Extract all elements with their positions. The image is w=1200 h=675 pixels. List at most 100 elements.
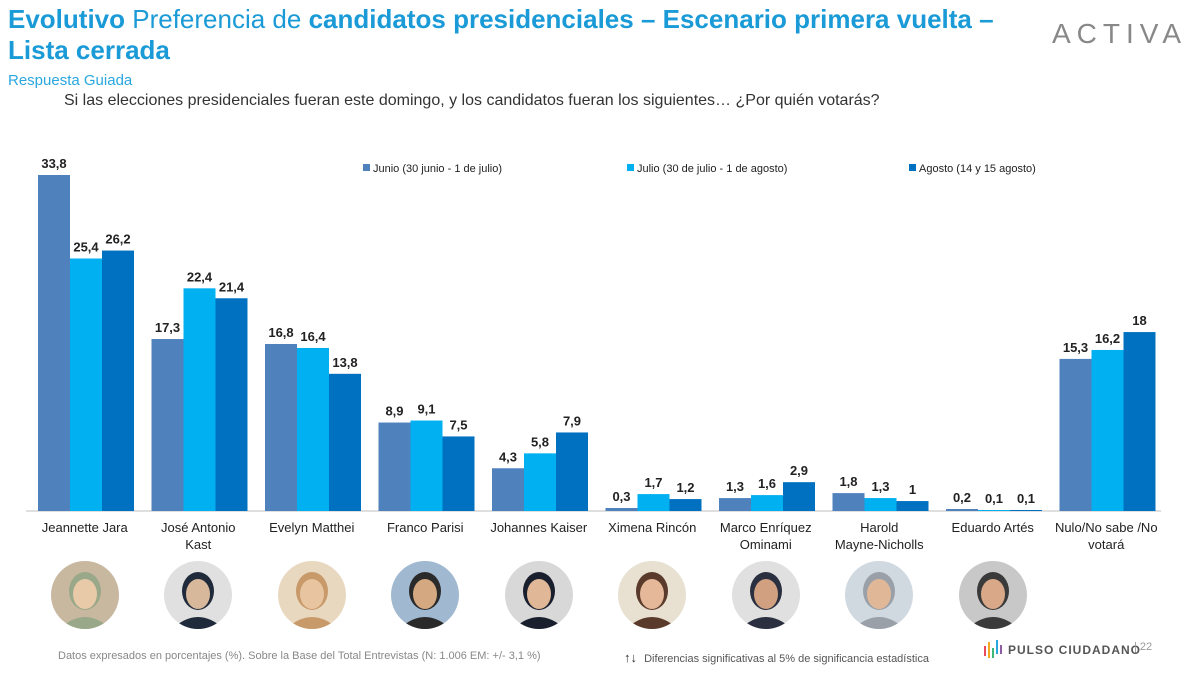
bar-4-series-3: [442, 436, 475, 511]
bar-9-series-1: [946, 509, 978, 511]
data-label-8-series-1: 1,8: [839, 474, 857, 489]
bar-2-series-3: [215, 298, 248, 511]
data-label-7-series-1: 1,3: [726, 479, 744, 494]
bar-10-series-3: [1123, 332, 1156, 511]
category-label-5: Johannes Kaiser: [490, 520, 588, 535]
brand-name: PULSO CIUDADANO: [1008, 643, 1142, 657]
legend-swatch-2: [627, 164, 634, 171]
person-portrait-icon: [618, 561, 687, 629]
significance-arrows-icon: ↑↓: [624, 650, 637, 665]
data-label-2-series-1: 17,3: [155, 320, 180, 335]
bar-5-series-1: [492, 468, 524, 511]
person-portrait-icon: [845, 561, 914, 629]
bar-4-series-1: [378, 422, 411, 511]
bar-5-series-2: [524, 453, 556, 511]
bar-6-series-1: [605, 508, 638, 511]
bar-6-series-3: [669, 499, 702, 511]
category-label-8: Harold: [860, 520, 898, 535]
person-portrait-icon: [164, 561, 233, 629]
category-label-10: votará: [1088, 537, 1125, 552]
category-label-1: Jeannette Jara: [42, 520, 129, 535]
bar-7-series-2: [751, 495, 783, 511]
pulso-bars-icon: [984, 640, 1002, 658]
portrait-drawing: [277, 561, 346, 629]
bar-3-series-2: [297, 347, 329, 511]
data-label-5-series-3: 7,9: [563, 413, 581, 428]
legend-swatch-1: [363, 164, 370, 171]
title-bold-1: Evolutivo: [8, 4, 126, 34]
person-portrait-icon: [504, 561, 573, 629]
portrait-drawing: [50, 561, 119, 629]
data-label-4-series-1: 8,9: [385, 404, 403, 419]
significance-note: ↑↓ Diferencias significativas al 5% de s…: [624, 650, 929, 665]
bar-7-series-1: [719, 498, 751, 511]
bar-3-series-3: [329, 373, 361, 511]
data-label-5-series-1: 4,3: [499, 449, 517, 464]
activa-logo: ACTIVA: [1052, 18, 1188, 49]
person-portrait-icon: [391, 561, 460, 629]
legend-swatch-3: [909, 164, 916, 171]
category-label-9: Eduardo Artés: [952, 520, 1035, 535]
data-label-9-series-1: 0,2: [953, 490, 971, 505]
data-label-7-series-3: 2,9: [790, 463, 808, 478]
legend-label-1: Junio (30 junio - 1 de julio): [373, 163, 502, 175]
bar-1-series-2: [70, 258, 102, 511]
data-label-1-series-3: 26,2: [105, 232, 130, 247]
bar-8-series-3: [896, 501, 929, 511]
portrait-drawing: [618, 561, 687, 629]
data-label-3-series-1: 16,8: [268, 325, 293, 340]
page-number: | 22: [1134, 641, 1153, 653]
portrait-drawing: [958, 561, 1027, 629]
data-label-2-series-2: 22,4: [187, 269, 213, 284]
title-light: Preferencia de: [132, 4, 302, 34]
data-label-2-series-3: 21,4: [219, 279, 245, 294]
person-portrait-icon: [958, 561, 1027, 629]
legend-label-2: Julio (30 de julio - 1 de agosto): [637, 163, 787, 175]
data-label-6-series-3: 1,2: [676, 480, 694, 495]
portrait-drawing: [504, 561, 573, 629]
significance-text: Diferencias significativas al 5% de sign…: [644, 653, 929, 665]
category-label-2: Kast: [185, 537, 211, 552]
data-label-10-series-1: 15,3: [1063, 340, 1088, 355]
legend-label-3: Agosto (14 y 15 agosto): [919, 163, 1036, 175]
portrait-drawing: [845, 561, 914, 629]
page-title: Evolutivo Preferencia de candidatos pres…: [8, 4, 1028, 66]
category-label-3: Evelyn Matthei: [269, 520, 354, 535]
data-label-1-series-1: 33,8: [41, 156, 66, 171]
data-label-10-series-2: 16,2: [1095, 331, 1120, 346]
bar-7-series-3: [783, 482, 815, 511]
person-portrait-icon: [50, 561, 119, 629]
category-label-10: Nulo/No sabe /No: [1055, 520, 1158, 535]
person-portrait-icon: [731, 561, 800, 629]
title-bold-2: candidatos presidenciales – Escenario pr…: [308, 4, 994, 34]
category-label-2: José Antonio: [161, 520, 235, 535]
bar-8-series-2: [864, 498, 897, 511]
bar-1-series-3: [102, 250, 134, 511]
category-label-8: Mayne-Nicholls: [835, 537, 924, 552]
bar-1-series-1: [38, 175, 70, 511]
bar-8-series-1: [832, 493, 865, 511]
category-label-6: Ximena Rincón: [608, 520, 696, 535]
data-label-6-series-2: 1,7: [644, 475, 662, 490]
bar-10-series-2: [1091, 349, 1124, 511]
bar-2-series-2: [183, 288, 216, 511]
bar-2-series-1: [151, 339, 184, 511]
title-bold-3: Lista cerrada: [8, 35, 170, 65]
data-label-9-series-3: 0,1: [1017, 491, 1035, 506]
data-label-4-series-2: 9,1: [417, 402, 435, 417]
bar-9-series-2: [978, 510, 1010, 511]
category-label-4: Franco Parisi: [387, 520, 464, 535]
bar-10-series-1: [1059, 358, 1092, 511]
bar-4-series-2: [410, 420, 443, 511]
data-label-8-series-2: 1,3: [871, 479, 889, 494]
category-label-7: Marco Enríquez: [720, 520, 812, 535]
bar-3-series-1: [265, 343, 297, 511]
bar-5-series-3: [556, 432, 588, 511]
category-label-7: Ominami: [740, 537, 792, 552]
data-label-7-series-2: 1,6: [758, 476, 776, 491]
data-label-10-series-3: 18: [1132, 313, 1146, 328]
data-label-4-series-3: 7,5: [449, 417, 467, 432]
data-label-8-series-3: 1: [909, 482, 916, 497]
footer-note: Datos expresados en porcentajes (%). Sob…: [58, 650, 541, 662]
data-label-9-series-2: 0,1: [985, 491, 1003, 506]
